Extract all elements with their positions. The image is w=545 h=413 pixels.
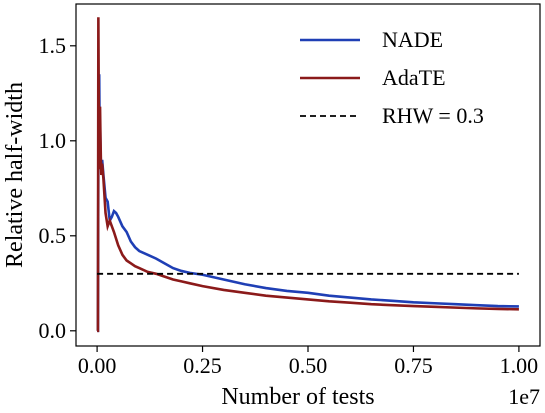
y-tick-label: 0.0 <box>39 318 67 343</box>
x-tick-label: 0.25 <box>183 353 222 378</box>
x-axis-label: Number of tests <box>221 384 374 410</box>
legend: NADE AdaTE RHW = 0.3 <box>300 27 484 128</box>
series-line-1 <box>96 17 519 333</box>
y-axis-ticks: 0.0 0.5 1.0 1.5 <box>39 33 76 343</box>
x-tick-label: 0.00 <box>78 353 117 378</box>
y-tick-label: 0.5 <box>39 223 67 248</box>
x-axis-ticks: 0.00 0.25 0.50 0.75 1.00 <box>78 346 538 378</box>
series-layer <box>96 17 519 333</box>
y-tick-label: 1.0 <box>39 128 67 153</box>
y-axis-label: Relative half-width <box>2 82 28 268</box>
legend-label-2: RHW = 0.3 <box>382 103 484 128</box>
x-axis-offset-label: 1e7 <box>508 384 540 409</box>
legend-label-1: AdaTE <box>382 65 446 90</box>
y-tick-label: 1.5 <box>39 33 67 58</box>
x-tick-label: 0.75 <box>394 353 433 378</box>
x-tick-label: 0.50 <box>289 353 328 378</box>
x-tick-label: 1.00 <box>500 353 539 378</box>
legend-label-0: NADE <box>382 27 443 52</box>
